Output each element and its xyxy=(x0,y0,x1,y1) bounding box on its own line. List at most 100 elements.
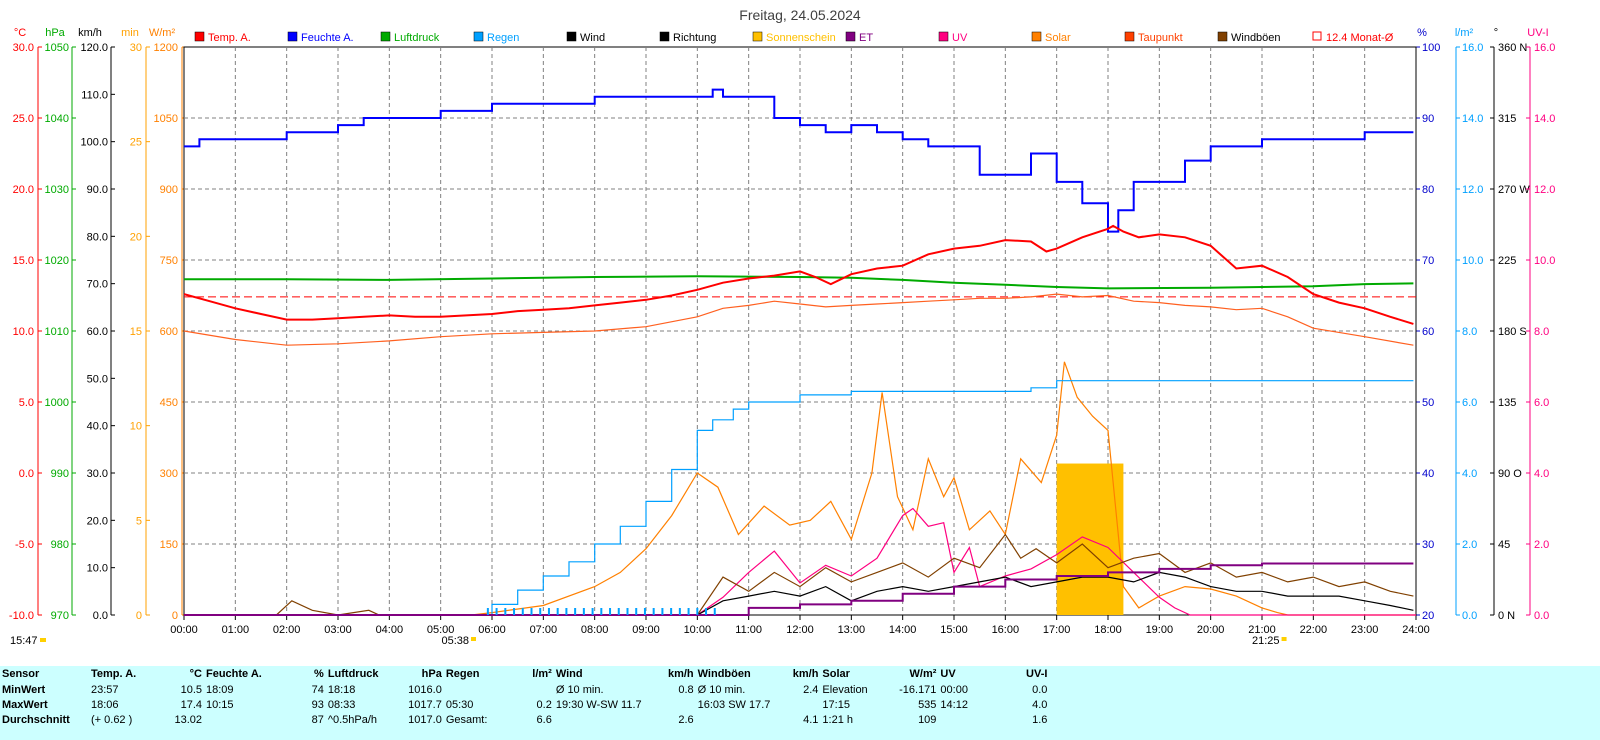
direction-axis-label: 135 xyxy=(1498,397,1516,409)
current-time-label: 15:47 xyxy=(10,635,38,647)
summary-cell-label: Ø 10 min. xyxy=(697,684,746,696)
solar-axis-label: 750 xyxy=(160,255,178,267)
pressure-axis-label: 1000 xyxy=(45,397,69,409)
rain-tick xyxy=(705,608,708,615)
x-tick-label: 03:00 xyxy=(324,624,352,636)
rain-axis-label: 6.0 xyxy=(1462,397,1477,409)
wind-axis-label: 30.0 xyxy=(87,468,108,480)
temp-axis-label: 10.0 xyxy=(13,326,34,338)
summary-cell-value: 4.1 xyxy=(803,714,819,726)
markers: 05:38 21:25 15:47 xyxy=(10,635,1287,647)
sunshine-axis-label: 10 xyxy=(130,421,142,433)
solar-axis-label: 900 xyxy=(160,184,178,196)
legend-label: Richtung xyxy=(673,32,716,44)
rain-tick xyxy=(635,608,638,615)
rain-tick xyxy=(617,608,620,615)
summary-cell-value xyxy=(772,698,820,713)
rain-tick xyxy=(609,608,612,615)
series-solar xyxy=(184,361,1416,616)
x-tick-label: 11:00 xyxy=(735,624,762,636)
series-feuchte-a- xyxy=(184,88,1414,233)
legend-swatch xyxy=(566,31,577,42)
summary-header-unit: W/m² xyxy=(909,668,937,680)
series-temp-a- xyxy=(183,224,1414,325)
pressure-axis-label: 1040 xyxy=(45,113,69,125)
summary-header-unit: % xyxy=(314,668,324,680)
solar-axis-unit: W/m² xyxy=(149,27,176,39)
x-tick-label: 15:00 xyxy=(940,624,968,636)
x-tick-label: 17:00 xyxy=(1043,624,1071,636)
summary-cell-label xyxy=(696,713,773,728)
rain-tick xyxy=(687,608,690,615)
summary-cell-label: 05:30 xyxy=(445,699,474,711)
summary-header-unit: °C xyxy=(189,668,202,680)
rain-tick xyxy=(670,608,673,615)
wind-axis-label: 80.0 xyxy=(87,231,108,243)
sunshine-axis-label: 25 xyxy=(130,137,142,149)
legend-swatch xyxy=(938,31,949,42)
rain-axis-label: 8.0 xyxy=(1462,326,1477,338)
wind-axis-label: 90.0 xyxy=(87,184,108,196)
legend-item: ET xyxy=(845,31,873,44)
rain-tick xyxy=(626,608,629,615)
wind-axis-label: 120.0 xyxy=(80,42,108,54)
rain-tick xyxy=(591,608,594,615)
summary-cell-label: 1:21 h xyxy=(822,714,854,726)
legend-item: Wind xyxy=(566,31,605,44)
humidity-axis-label: 50 xyxy=(1422,397,1434,409)
x-tick-label: 08:00 xyxy=(581,624,609,636)
summary-cell-value: 0.2 xyxy=(536,699,552,711)
chart-title: Freitag, 24.05.2024 xyxy=(739,7,861,23)
summary-cell-label: 10:15 xyxy=(206,699,234,711)
summary-row-label: Durchschnitt xyxy=(2,714,70,726)
summary-header-unit: km/h xyxy=(667,668,694,680)
rain-axis-label: 16.0 xyxy=(1462,42,1483,54)
legend-label: Solar xyxy=(1045,32,1071,44)
humidity-axis-label: 90 xyxy=(1422,113,1434,125)
summary-cell-label: 18:06 xyxy=(91,699,119,711)
pressure-axis-label: 980 xyxy=(51,539,69,551)
summary-header: Wind xyxy=(555,668,583,680)
legend-item: UV xyxy=(938,31,968,44)
summary-header-unit: km/h xyxy=(792,668,819,680)
rain-tick xyxy=(600,608,603,615)
summary-table: Sensor Temp. A. °C Feuchte A.% Luftdruck hPa R… xyxy=(0,666,1049,728)
summary-header: Luftdruck xyxy=(327,668,379,680)
summary-cell-label: 16:03 SW 17.7 xyxy=(697,699,771,711)
summary-header-row: Sensor Temp. A. °C Feuchte A.% Luftdruck hPa R… xyxy=(0,666,1049,683)
uv-axis-label: 0.0 xyxy=(1534,610,1549,622)
summary-header: UV xyxy=(940,668,956,680)
humidity-axis-label: 70 xyxy=(1422,255,1434,267)
uv-axis-unit: UV-I xyxy=(1527,27,1548,39)
legend-label: Taupunkt xyxy=(1138,32,1183,44)
rain-tick xyxy=(504,608,507,615)
rain-tick xyxy=(530,608,533,615)
summary-cell-value: 1017.7 xyxy=(408,699,442,711)
legend-swatch xyxy=(1217,31,1228,42)
summary-cell-label: Elevation xyxy=(822,684,868,696)
direction-axis-label: 315 xyxy=(1498,113,1516,125)
x-tick-label: 07:00 xyxy=(530,624,558,636)
legend-swatch xyxy=(380,31,391,42)
x-tick-label: 13:00 xyxy=(838,624,866,636)
x-tick-label: 02:00 xyxy=(273,624,301,636)
wind-axis-label: 110.0 xyxy=(81,89,108,101)
wind-axis-label: 60.0 xyxy=(87,326,108,338)
legend-label: Feuchte A. xyxy=(301,32,354,44)
summary-header-unit: hPa xyxy=(421,668,442,680)
rain-tick xyxy=(486,608,489,615)
grid xyxy=(183,46,1417,616)
legend-label: Regen xyxy=(487,32,519,44)
rain-tick xyxy=(513,608,516,615)
legend-swatch xyxy=(194,31,205,42)
summary-cell-value: -16.171 xyxy=(899,684,937,696)
x-tick-label: 22:00 xyxy=(1300,624,1328,636)
sunset-marker xyxy=(1281,637,1287,641)
legend-item: Solar xyxy=(1031,31,1071,44)
summary-row: MinWert 23:57 10.5 18:09 74 18:18 1016.0 Ø 10 m… xyxy=(0,683,1049,698)
summary-cell-value: 13.02 xyxy=(174,714,202,726)
axes: 00:00 01:00 02:00 03:00 04:00 05:00 06:00 07:00… xyxy=(9,27,1556,636)
x-tick-label: 14:00 xyxy=(889,624,917,636)
summary-cell-value: 0.0 xyxy=(1032,684,1048,696)
pressure-axis-label: 990 xyxy=(51,468,69,480)
